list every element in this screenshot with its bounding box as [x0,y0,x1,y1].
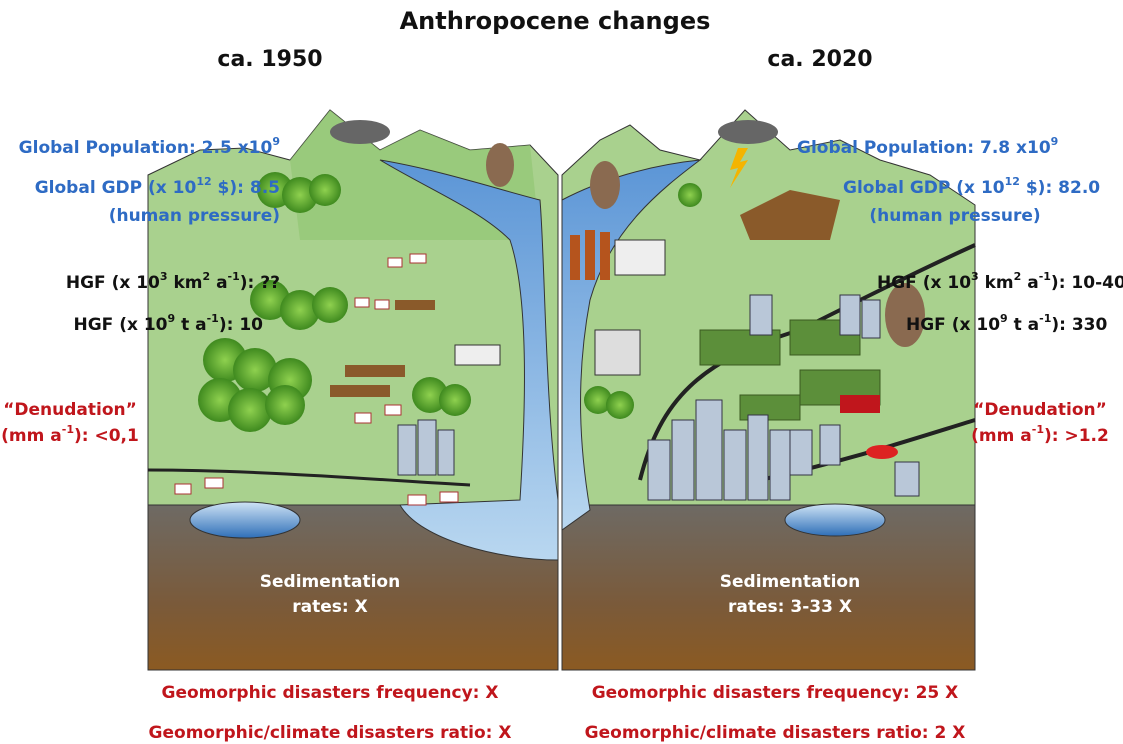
denudation-value: (mm a-1): <0,1 [1,423,139,447]
disasters-frequency: Geomorphic disasters frequency: 25 X [592,683,959,703]
text-part: a [210,273,227,293]
text-part: Geomorphic disasters frequency: 25 X [592,683,959,703]
hgf-mass: HGF (x 109 t a-1): 10 [73,312,263,336]
superscript: 12 [1005,175,1020,188]
text-part: Global Population: 7.8 x10 [797,138,1051,158]
text-part: km [979,273,1014,293]
superscript: 2 [203,270,211,283]
text-part: Sedimentation [260,572,400,592]
landscape-1950 [147,109,559,671]
text-part: Sedimentation [720,572,860,592]
text-part: ): >1.2 [1044,426,1109,446]
text-part: ): 330 [1051,315,1107,335]
text-part: (mm a [971,426,1032,446]
text-part: Global Population: 2.5 x10 [19,138,273,158]
superscript: 9 [1000,312,1008,325]
text-part: Global GDP (x 10 [843,178,1005,198]
text-part: ): ?? [240,273,280,293]
text-part: HGF (x 10 [906,315,1000,335]
denudation-value: (mm a-1): >1.2 [971,423,1109,447]
text-part: (human pressure) [109,206,280,226]
superscript: -1 [207,312,219,325]
text-part: Geomorphic/climate disasters ratio: 2 X [585,723,966,743]
hgf-mass: HGF (x 109 t a-1): 330 [906,312,1108,336]
gdp: Global GDP (x 1012 $): 82.0 [843,175,1100,199]
sedimentation-value: rates: 3-33 X [728,597,852,617]
superscript: 9 [1051,135,1059,148]
disasters-ratio: Geomorphic/climate disasters ratio: X [149,723,512,743]
text-part: ): 10-40 [1051,273,1123,293]
text-part: “Denudation” [973,400,1107,420]
labels: Anthropocene changes ca. 1950 Global Popul… [1,7,1123,743]
sedimentation-value: rates: X [292,597,367,617]
text-part: $): 82.0 [1020,178,1100,198]
superscript: 9 [272,135,280,148]
sedimentation: Sedimentation [720,572,860,592]
superscript: -1 [1039,312,1051,325]
denudation: “Denudation” [973,400,1107,420]
text-part: Geomorphic/climate disasters ratio: X [149,723,512,743]
text-part: (mm a [1,426,62,446]
text-part: “Denudation” [3,400,137,420]
text-part: t a [1008,315,1039,335]
sedimentation: Sedimentation [260,572,400,592]
text-part: ): <0,1 [74,426,139,446]
population: Global Population: 7.8 x109 [797,135,1058,159]
text-part: HGF (x 10 [877,273,971,293]
superscript: 12 [196,175,211,188]
superscript: 3 [160,270,168,283]
text-part: rates: 3-33 X [728,597,852,617]
hgf-area: HGF (x 103 km2 a-1): ?? [66,270,280,294]
text-part: t a [175,315,206,335]
pressure: (human pressure) [869,206,1040,226]
superscript: -1 [1032,423,1044,436]
text-part: rates: X [292,597,367,617]
title: Anthropocene changes [400,7,711,35]
disasters-frequency: Geomorphic disasters frequency: X [161,683,498,703]
text-part: Global GDP (x 10 [35,178,197,198]
text-part: km [168,273,203,293]
text-part: a [1021,273,1038,293]
superscript: 3 [971,270,979,283]
text-part: Geomorphic disasters frequency: X [161,683,498,703]
superscript: -1 [62,423,74,436]
text-part: ): 10 [219,315,263,335]
text-part: HGF (x 10 [73,315,167,335]
superscript: -1 [1039,270,1051,283]
superscript: 9 [168,312,176,325]
denudation: “Denudation” [3,400,137,420]
landscape-2020 [561,109,976,671]
period-heading: ca. 1950 [217,47,322,72]
hgf-area: HGF (x 103 km2 a-1): 10-40 [877,270,1123,294]
population: Global Population: 2.5 x109 [19,135,280,159]
text-part: HGF (x 10 [66,273,160,293]
period-heading: ca. 2020 [767,47,872,72]
pressure: (human pressure) [109,206,280,226]
superscript: -1 [228,270,240,283]
superscript: 2 [1014,270,1022,283]
text-part: (human pressure) [869,206,1040,226]
disasters-ratio: Geomorphic/climate disasters ratio: 2 X [585,723,966,743]
gdp: Global GDP (x 1012 $): 8.5 [35,175,280,199]
text-part: $): 8.5 [212,178,280,198]
